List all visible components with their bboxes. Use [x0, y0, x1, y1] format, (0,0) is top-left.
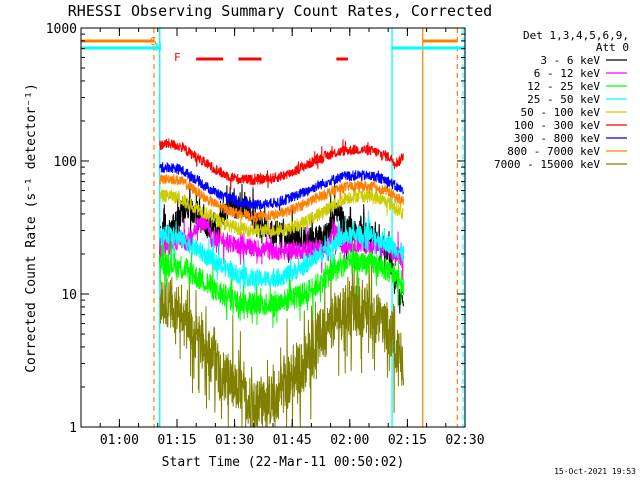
flag-bars — [81, 39, 465, 61]
y-tick-label: 1 — [69, 421, 77, 436]
x-tick-label: 01:45 — [273, 433, 312, 448]
series-line-3 — [159, 210, 404, 292]
y-axis-label: Corrected Count Rate (s⁻¹ detector⁻¹) — [24, 83, 39, 373]
legend-header-line-1: Det 1,3,4,5,6,9, — [523, 29, 629, 42]
series-line-2 — [159, 231, 404, 329]
legend-label: 25 - 50 keV — [527, 93, 600, 106]
series-line-5 — [159, 138, 404, 190]
annotation-layer: SNF — [150, 35, 181, 64]
legend-label: 7000 - 15000 keV — [494, 158, 600, 171]
legend-label: 3 - 6 keV — [540, 54, 600, 67]
flag-letter-s: S — [150, 35, 157, 48]
plot-area: SNF — [80, 27, 466, 428]
legend-label: 6 - 12 keV — [534, 67, 601, 80]
axis-ticks — [80, 27, 466, 428]
y-tick-label: 1000 — [46, 22, 77, 37]
flag-letter-f: F — [174, 51, 181, 64]
x-tick-labels: 01:00 01:15 01:30 01:45 02:00 02:15 02:30 — [100, 433, 485, 448]
series-line-6 — [159, 162, 404, 211]
series-line-8 — [159, 243, 404, 428]
legend-label: 12 - 25 keV — [527, 80, 600, 93]
legend-label: 100 - 300 keV — [514, 119, 600, 132]
legend-label: 800 - 7000 keV — [507, 145, 600, 158]
y-tick-label: 10 — [61, 288, 77, 303]
y-tick-labels: 1 10 100 1000 — [46, 22, 77, 436]
x-tick-label: 01:00 — [100, 433, 139, 448]
legend-label: 50 - 100 keV — [521, 106, 601, 119]
x-tick-label: 02:15 — [388, 433, 427, 448]
x-tick-label: 01:30 — [215, 433, 254, 448]
legend-header-line-2: Att 0 — [596, 41, 629, 54]
series-line-4 — [159, 182, 404, 238]
series-layer — [159, 138, 404, 428]
y-tick-label: 100 — [54, 155, 77, 170]
x-tick-label: 02:00 — [330, 433, 369, 448]
x-tick-label: 02:30 — [445, 433, 484, 448]
legend-label: 300 - 800 keV — [514, 132, 600, 145]
series-line-7 — [159, 174, 404, 229]
chart-title: RHESSI Observing Summary Count Rates, Co… — [68, 2, 492, 20]
x-tick-label: 01:15 — [157, 433, 196, 448]
generation-timestamp: 15-Oct-2021 19:53 — [554, 467, 636, 476]
flag-letter-n: N — [155, 41, 162, 54]
x-axis-label: Start Time (22-Mar-11 00:50:02) — [162, 455, 405, 470]
